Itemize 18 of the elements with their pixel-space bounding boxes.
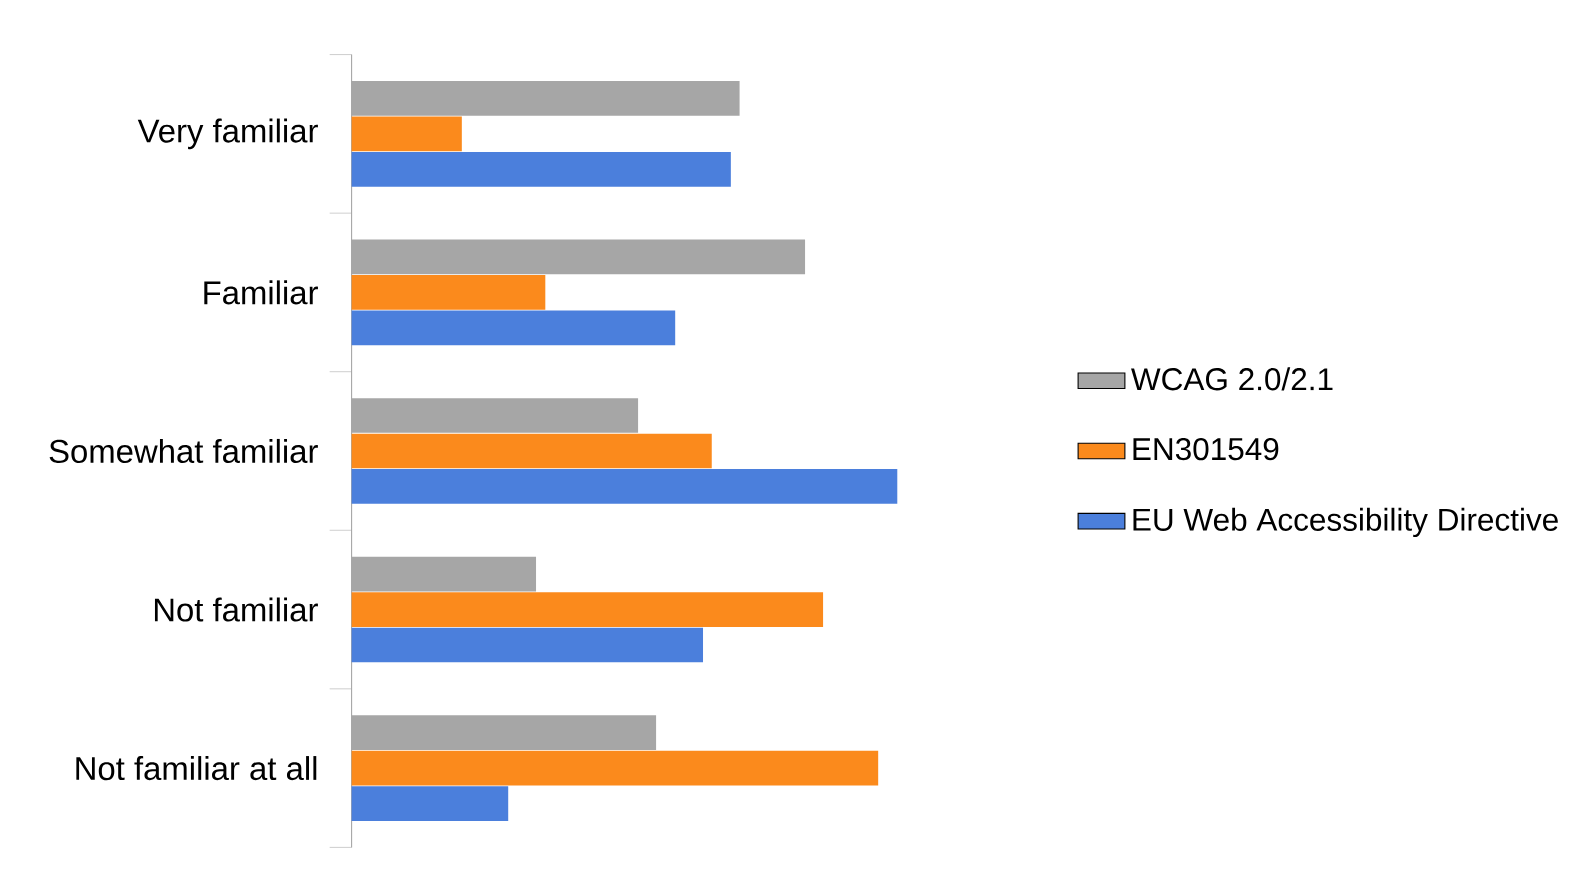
bar (351, 116, 462, 152)
y-tick-label: Not familiar at all (76, 756, 317, 781)
y-tick-label: Familiar (204, 280, 318, 305)
y-tick-label: Very familiar (137, 118, 318, 150)
y-tick-label: Somewhat familiar (49, 438, 318, 463)
bar (351, 310, 676, 346)
bar (351, 786, 509, 821)
legend-label: WCAG 2.0/2.1 (1131, 367, 1333, 391)
bar (351, 433, 712, 469)
bar (351, 627, 704, 663)
bar (351, 592, 824, 627)
bar (351, 275, 546, 310)
legend-label: EN301549 (1133, 437, 1279, 461)
bar (351, 750, 879, 786)
legend-label: EU Web Accessibility Directive (1133, 507, 1558, 538)
y-tick-label: Not familiar (154, 597, 318, 622)
bar (351, 469, 898, 504)
bar (351, 151, 731, 187)
